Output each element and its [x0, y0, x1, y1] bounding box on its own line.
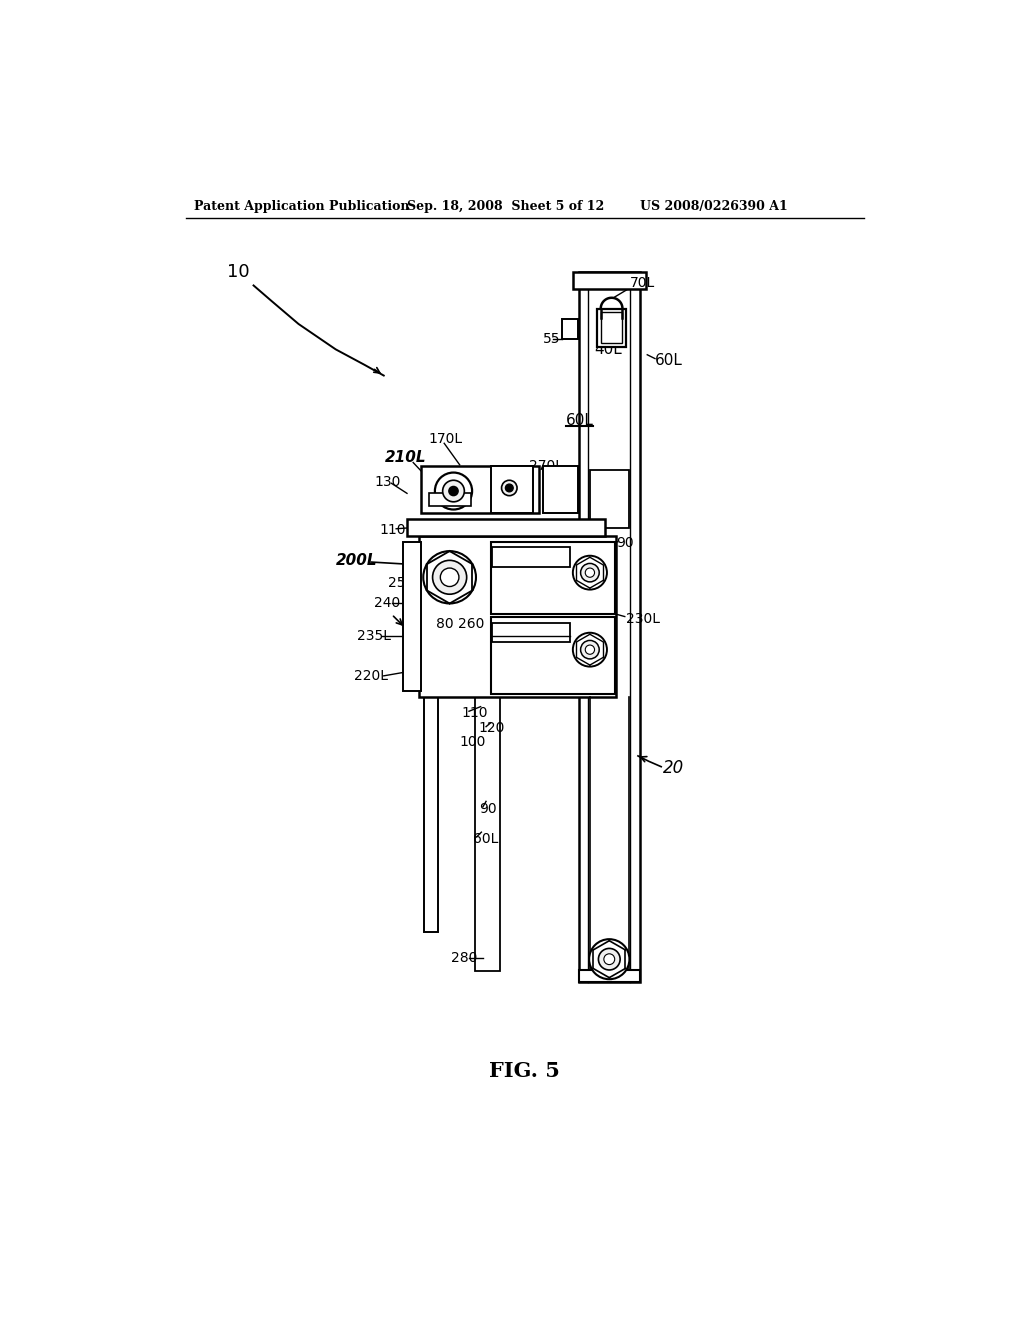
- Bar: [572, 272, 646, 289]
- Bar: [601, 313, 623, 343]
- Bar: [579, 970, 640, 982]
- Text: 60L: 60L: [655, 352, 683, 368]
- Text: 60L: 60L: [473, 832, 499, 846]
- Text: 250: 250: [388, 577, 414, 590]
- Bar: [562, 318, 578, 339]
- Text: 235L: 235L: [356, 628, 390, 643]
- Text: 200L: 200L: [336, 553, 377, 568]
- Text: 210L: 210L: [385, 450, 427, 465]
- Text: 10: 10: [227, 264, 250, 281]
- Text: 260: 260: [458, 618, 484, 631]
- Circle shape: [598, 949, 621, 970]
- Circle shape: [442, 480, 464, 502]
- Circle shape: [435, 473, 472, 510]
- Bar: [490, 466, 534, 512]
- Text: 130: 130: [375, 475, 400, 488]
- Text: 110: 110: [379, 523, 406, 536]
- Circle shape: [604, 954, 614, 965]
- Text: 55: 55: [543, 333, 560, 346]
- Circle shape: [572, 632, 607, 667]
- Text: 90: 90: [616, 536, 634, 550]
- Bar: [429, 492, 471, 507]
- Bar: [493, 623, 569, 642]
- Bar: [477, 655, 499, 697]
- Text: 190L: 190L: [497, 480, 527, 492]
- Bar: [490, 541, 614, 614]
- Bar: [590, 470, 629, 528]
- Text: US 2008/0226390 A1: US 2008/0226390 A1: [640, 199, 787, 213]
- Text: 120: 120: [478, 721, 505, 735]
- Circle shape: [589, 940, 630, 979]
- Circle shape: [506, 484, 513, 492]
- Bar: [403, 541, 421, 692]
- Text: Patent Application Publication: Patent Application Publication: [194, 199, 410, 213]
- Text: 40L: 40L: [594, 342, 622, 356]
- Text: 170L: 170L: [429, 433, 463, 446]
- Text: 60L: 60L: [566, 413, 594, 428]
- Circle shape: [581, 564, 599, 582]
- Bar: [543, 466, 578, 512]
- Text: 160: 160: [429, 469, 456, 483]
- Text: Sep. 18, 2008  Sheet 5 of 12: Sep. 18, 2008 Sheet 5 of 12: [407, 199, 604, 213]
- Text: 20: 20: [663, 759, 684, 777]
- Circle shape: [440, 568, 459, 586]
- Text: 180L: 180L: [497, 467, 527, 480]
- Text: 70L: 70L: [630, 276, 655, 290]
- Circle shape: [581, 640, 599, 659]
- Text: 270L: 270L: [529, 459, 563, 474]
- Circle shape: [586, 645, 595, 655]
- Bar: [407, 519, 604, 536]
- Text: 240: 240: [375, 597, 400, 610]
- Text: 80: 80: [436, 618, 454, 631]
- Circle shape: [449, 487, 458, 496]
- Circle shape: [423, 552, 476, 603]
- Text: 220L: 220L: [354, 669, 388, 682]
- Circle shape: [502, 480, 517, 496]
- Bar: [419, 536, 616, 697]
- Bar: [475, 697, 500, 970]
- Text: 90: 90: [479, 803, 497, 816]
- Bar: [597, 309, 627, 347]
- Text: FIG. 5: FIG. 5: [489, 1061, 560, 1081]
- Bar: [424, 671, 438, 932]
- Circle shape: [432, 560, 467, 594]
- Bar: [490, 618, 614, 694]
- Circle shape: [586, 568, 595, 577]
- Bar: [493, 548, 569, 566]
- Bar: [579, 272, 640, 982]
- Text: 280: 280: [452, 950, 477, 965]
- Bar: [421, 466, 539, 512]
- Text: 110: 110: [461, 706, 487, 719]
- Text: 230L: 230L: [626, 612, 659, 626]
- Circle shape: [572, 556, 607, 590]
- Text: 100: 100: [460, 735, 486, 748]
